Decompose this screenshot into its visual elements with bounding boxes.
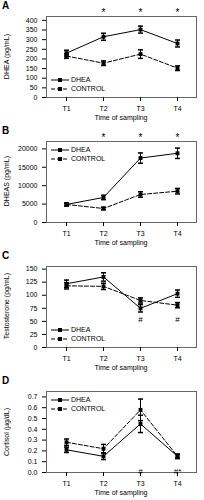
svg-text:#*: #* [174, 467, 182, 476]
svg-text:0.4: 0.4 [28, 426, 38, 433]
html-text:DHEAS (pg/mL): DHEAS (pg/mL) [2, 156, 10, 207]
html-text:CONTROL: CONTROL [71, 85, 106, 92]
svg-text:50: 50 [30, 84, 38, 91]
svg-text:0.5: 0.5 [28, 415, 38, 422]
svg-text:T3: T3 [136, 105, 144, 112]
svg-text:*: * [139, 132, 143, 143]
svg-text:0.3: 0.3 [28, 436, 38, 443]
svg-text:T2: T2 [99, 230, 107, 237]
svg-text:*: * [102, 7, 106, 18]
html-text:Time of sampling: Time of sampling [94, 239, 148, 246]
svg-text:#: # [138, 467, 143, 476]
svg-text:T4: T4 [173, 355, 181, 362]
svg-text:T2: T2 [99, 480, 107, 487]
svg-text:T3: T3 [136, 480, 144, 487]
svg-text:5000: 5000 [22, 200, 38, 207]
html-text:A: A [2, 0, 10, 11]
html-text:DHEA: DHEA [71, 396, 91, 403]
html-text:CONTROL: CONTROL [71, 155, 106, 162]
svg-text:T4: T4 [173, 480, 181, 487]
svg-text:100: 100 [26, 74, 38, 81]
svg-text:20000: 20000 [18, 145, 38, 152]
html-text:Time of sampling: Time of sampling [94, 114, 148, 121]
svg-text:15000: 15000 [18, 164, 38, 171]
svg-text:*: * [176, 7, 180, 18]
html-text:CONTROL: CONTROL [71, 405, 106, 412]
svg-text:*: * [102, 132, 106, 143]
html-text:DHEA (pg/mL): DHEA (pg/mL) [2, 33, 10, 80]
svg-text:0.6: 0.6 [28, 404, 38, 411]
svg-text:0.2: 0.2 [28, 447, 38, 454]
svg-text:*: * [176, 132, 180, 143]
svg-text:300: 300 [26, 36, 38, 43]
svg-text:200: 200 [26, 55, 38, 62]
svg-text:T2: T2 [99, 105, 107, 112]
svg-text:0.1: 0.1 [28, 458, 38, 465]
svg-text:350: 350 [26, 26, 38, 33]
html-text:DHEA: DHEA [71, 76, 91, 83]
html-text:Time of sampling: Time of sampling [94, 489, 148, 496]
svg-text:250: 250 [26, 46, 38, 53]
html-text:CONTROL: CONTROL [71, 335, 106, 342]
html-text:Testosterone (pg/mL): Testosterone (pg/mL) [2, 273, 10, 340]
html-text:D: D [2, 375, 10, 386]
html-text:C: C [2, 250, 10, 261]
html-text:DHEA: DHEA [71, 146, 91, 153]
svg-text:75: 75 [30, 305, 38, 312]
svg-text:T1: T1 [62, 355, 70, 362]
svg-text:0.7: 0.7 [28, 393, 38, 400]
html-text:DHEA: DHEA [71, 326, 91, 333]
svg-text:T1: T1 [62, 105, 70, 112]
html-text:B: B [2, 125, 10, 136]
svg-text:T4: T4 [173, 105, 181, 112]
svg-text:0.0: 0.0 [28, 469, 38, 476]
svg-text:#: # [138, 315, 143, 324]
svg-text:0: 0 [34, 94, 38, 101]
svg-text:T3: T3 [136, 230, 144, 237]
svg-text:0: 0 [34, 219, 38, 226]
svg-text:T1: T1 [62, 230, 70, 237]
svg-text:T3: T3 [136, 355, 144, 362]
svg-text:150: 150 [26, 65, 38, 72]
svg-text:0: 0 [34, 344, 38, 351]
svg-text:125: 125 [26, 278, 38, 285]
svg-text:25: 25 [30, 331, 38, 338]
svg-text:10000: 10000 [18, 182, 38, 189]
svg-text:100: 100 [26, 291, 38, 298]
svg-text:T4: T4 [173, 230, 181, 237]
svg-text:T1: T1 [62, 480, 70, 487]
svg-text:*: * [139, 7, 143, 18]
svg-text:T2: T2 [99, 355, 107, 362]
svg-text:50: 50 [30, 318, 38, 325]
svg-text:150: 150 [26, 265, 38, 272]
svg-text:400: 400 [26, 17, 38, 24]
svg-text:#: # [175, 315, 180, 324]
html-text:Cortisol (µg/dL): Cortisol (µg/dL) [2, 407, 10, 456]
html-text:Time of sampling: Time of sampling [94, 364, 148, 371]
